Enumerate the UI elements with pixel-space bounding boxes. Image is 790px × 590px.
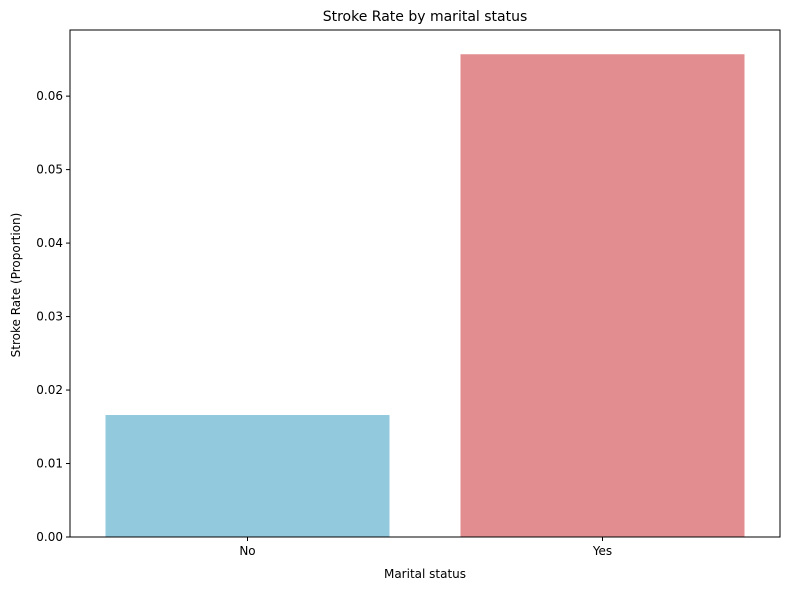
plot-frame: [69, 29, 781, 538]
y-axis: 0.00 0.01 0.02 0.03 0.04 0.05 0.06: [36, 89, 70, 544]
y-tick-label: 0.02: [36, 383, 63, 397]
y-tick-label: 0.06: [36, 89, 63, 103]
x-tick-label: No: [239, 544, 255, 558]
x-axis-label: Marital status: [384, 567, 466, 581]
y-axis-label: Stroke Rate (Proportion): [9, 213, 23, 358]
bars-group: [105, 54, 745, 537]
chart-title: Stroke Rate by marital status: [323, 9, 528, 25]
y-tick-label: 0.05: [36, 163, 63, 177]
x-tick-label: Yes: [592, 544, 612, 558]
bar-yes: [460, 54, 745, 537]
y-tick-label: 0.00: [36, 530, 63, 544]
y-tick-label: 0.03: [36, 310, 63, 324]
y-tick-label: 0.01: [36, 457, 63, 471]
bar-no: [105, 415, 390, 537]
y-tick-label: 0.04: [36, 236, 63, 250]
x-axis: No Yes: [239, 537, 612, 558]
